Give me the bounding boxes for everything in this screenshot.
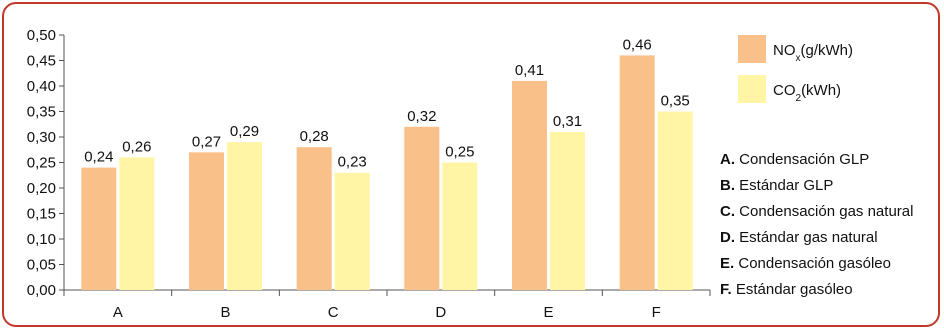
y-tick-label: 0,35 [27,104,56,121]
data-label: 0,46 [623,36,652,53]
note-c: C. Condensación gas natural [720,203,913,220]
bar-co2 [227,142,262,290]
y-tick-label: 0,20 [27,180,56,197]
x-tick-label: D [435,304,446,321]
y-tick-label: 0,30 [27,129,56,146]
note-d: D. Estándar gas natural [720,229,878,246]
bar-co2 [119,157,154,290]
y-tick-label: 0,05 [27,257,56,274]
legend-swatch-nox [738,35,766,63]
note-b: B. Estándar GLP [720,177,833,194]
legend-swatch-co2 [738,75,766,103]
y-tick-label: 0,50 [27,27,56,44]
data-label: 0,23 [338,154,367,171]
data-label: 0,31 [553,113,582,130]
bar-co2 [335,173,370,290]
y-tick-label: 0,00 [27,282,56,299]
y-tick-label: 0,15 [27,206,56,223]
y-tick-label: 0,40 [27,78,56,95]
data-label: 0,26 [122,138,151,155]
x-tick-label: B [220,304,230,321]
x-tick-label: C [328,304,339,321]
note-e: E. Condensación gasóleo [720,255,891,272]
legend-label-nox: NOx(g/kWh) [773,42,853,64]
bar-nox [512,81,547,290]
bar-nox [81,168,116,290]
legend-label-co2: CO2(kWh) [773,82,841,104]
data-label: 0,25 [445,144,474,161]
data-label: 0,35 [661,93,690,110]
bar-nox [620,55,655,290]
x-tick-label: F [652,304,661,321]
data-label: 0,24 [84,149,113,166]
note-f: F. Estándar gasóleo [720,281,853,298]
data-label: 0,27 [192,133,221,150]
data-label: 0,29 [230,123,259,140]
bar-co2 [442,163,477,291]
note-a: A. Condensación GLP [720,151,869,168]
bar-co2 [550,132,585,290]
y-tick-label: 0,10 [27,231,56,248]
bar-nox [189,152,224,290]
data-label: 0,28 [300,128,329,145]
data-label: 0,41 [515,62,544,79]
x-tick-label: A [113,304,123,321]
y-tick-label: 0,25 [27,155,56,172]
x-tick-label: E [543,304,553,321]
bar-nox [297,147,332,290]
legend: NOx(g/kWh) CO2(kWh) [738,35,853,104]
bar-nox [404,127,439,290]
y-tick-label: 0,45 [27,53,56,70]
data-label: 0,32 [407,108,436,125]
bar-co2 [658,112,693,291]
